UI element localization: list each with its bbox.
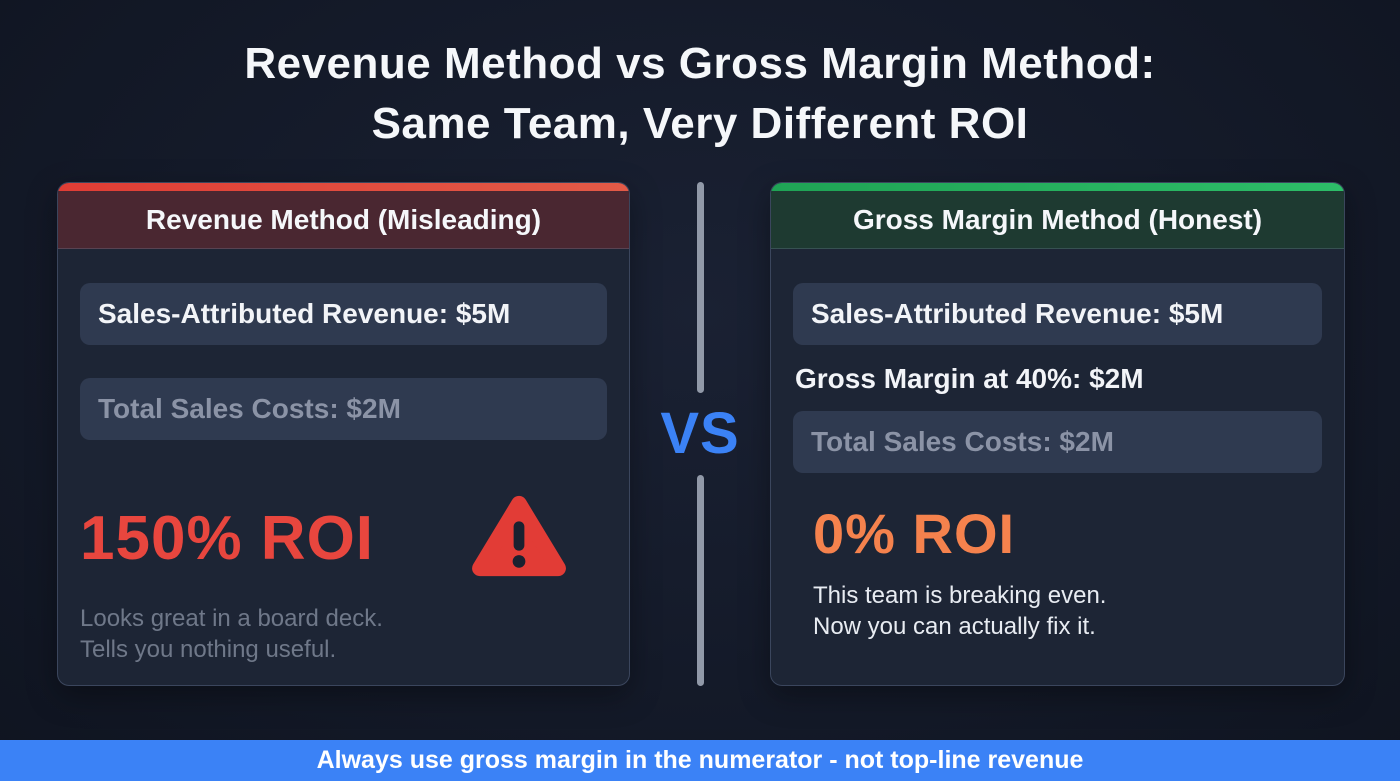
total-sales-costs-row: Total Sales Costs: $2M — [80, 378, 607, 440]
gross-margin-method-body: Sales-Attributed Revenue: $5M Gross Marg… — [771, 249, 1344, 685]
card-accent-green — [771, 183, 1344, 191]
roi-value-honest: 0% ROI — [813, 502, 1016, 565]
gross-margin-method-card: Gross Margin Method (Honest) Sales-Attri… — [770, 182, 1345, 686]
vs-divider: VS — [648, 182, 752, 686]
title-line-2: Same Team, Very Different ROI — [371, 99, 1029, 148]
misleading-caption: Looks great in a board deck. Tells you n… — [80, 603, 607, 665]
roi-value-misleading: 150% ROI — [80, 504, 375, 573]
warning-triangle-icon — [469, 492, 569, 585]
caption-line-2: Now you can actually fix it. — [813, 613, 1096, 640]
roi-row: 150% ROI — [80, 492, 607, 585]
gross-margin-method-header: Gross Margin Method (Honest) — [771, 191, 1344, 249]
honest-caption: This team is breaking even. Now you can … — [793, 580, 1322, 642]
divider-line-top — [696, 182, 704, 393]
revenue-method-body: Sales-Attributed Revenue: $5M Total Sale… — [58, 249, 629, 685]
revenue-method-header: Revenue Method (Misleading) — [58, 191, 629, 249]
revenue-method-card: Revenue Method (Misleading) Sales-Attrib… — [57, 182, 630, 686]
card-accent-red — [58, 183, 629, 191]
sales-attributed-revenue-row: Sales-Attributed Revenue: $5M — [793, 283, 1322, 345]
divider-line-bottom — [696, 475, 704, 686]
caption-line-2: Tells you nothing useful. — [80, 636, 337, 663]
footer-banner: Always use gross margin in the numerator… — [0, 740, 1400, 781]
caption-line-1: Looks great in a board deck. — [80, 605, 383, 632]
sales-attributed-revenue-row: Sales-Attributed Revenue: $5M — [80, 283, 607, 345]
title-line-1: Revenue Method vs Gross Margin Method: — [244, 39, 1156, 88]
total-sales-costs-row: Total Sales Costs: $2M — [793, 411, 1322, 473]
caption-line-1: This team is breaking even. — [813, 582, 1107, 609]
footer-text: Always use gross margin in the numerator… — [316, 746, 1084, 774]
gross-margin-row: Gross Margin at 40%: $2M — [795, 363, 1144, 394]
page-title: Revenue Method vs Gross Margin Method: S… — [0, 34, 1400, 154]
vs-label: VS — [660, 401, 740, 466]
